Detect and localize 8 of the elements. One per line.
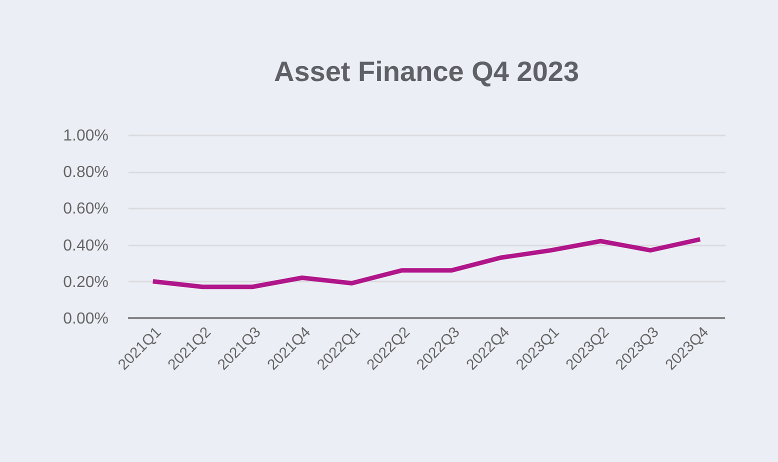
y-tick-label: 0.20%	[63, 274, 108, 291]
y-tick-label: 0.80%	[63, 164, 108, 182]
chart-title: Asset Finance Q4 2023	[274, 56, 580, 87]
y-tick-label: 0.60%	[63, 200, 108, 218]
y-tick-label: 1.00%	[63, 128, 108, 144]
y-tick-label: 0.40%	[63, 237, 108, 254]
line-series	[150, 237, 702, 290]
y-tick-label: 0.00%	[63, 310, 108, 328]
